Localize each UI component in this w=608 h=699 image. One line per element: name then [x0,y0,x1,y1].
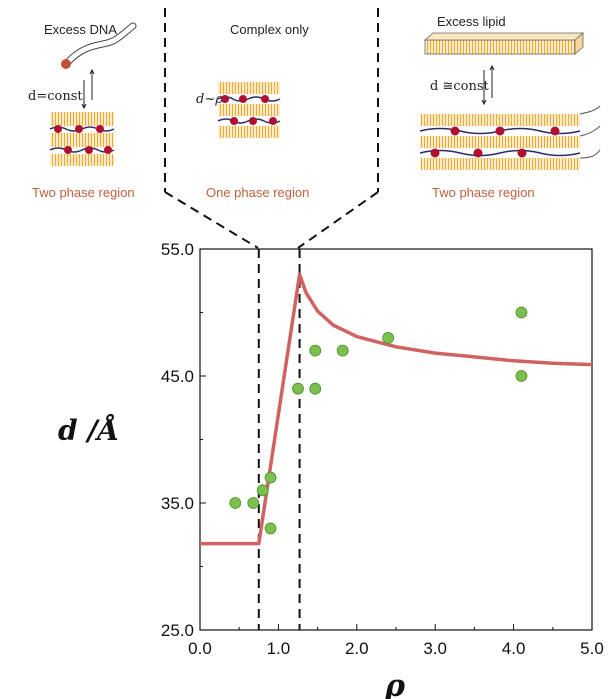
y-tick-label: 55.0 [161,240,194,259]
arrow-down-icon [81,103,87,110]
data-point [309,382,322,395]
plot-area: 0.0 1.0 2.0 3.0 4.0 5.0 25.0 35.0 45.0 55.0 d /Å… [58,240,604,699]
panel-title: Complex only [230,22,309,37]
dna-end-icon [61,59,71,69]
data-point [382,331,395,344]
panel-region: One phase region [206,185,309,200]
data-point [515,370,528,382]
arrow-down-icon [481,99,487,106]
panel-excess-dna: Excess DNA d=const Two phase region [28,22,137,200]
y-tick-label: 25.0 [161,621,194,640]
x-tick-label: 4.0 [502,639,526,658]
x-tick-label: 0.0 [188,639,212,658]
data-point [264,522,277,535]
lipid-bilayer-icon [423,32,585,55]
panel-complex-only: Complex only d~ρ One phase region [196,22,309,200]
fit-curve-line [200,272,593,546]
arrow-up-icon [89,68,95,75]
region-bracket [164,8,379,249]
y-axis-ticks: 25.0 35.0 45.0 55.0 [161,240,206,640]
lamellar-complex-icon [217,82,281,138]
data-point [229,497,242,509]
fit-curve [200,272,593,546]
x-axis-ticks: 0.0 1.0 2.0 3.0 4.0 5.0 [188,624,604,658]
data-point [309,344,322,357]
x-tick-label: 3.0 [423,639,447,658]
phase-boundaries [257,249,301,630]
panel-region: Two phase region [432,185,535,200]
y-axis-label: d /Å [58,413,119,447]
data-point [256,484,269,497]
data-point [264,471,277,484]
y-tick-label: 45.0 [161,367,194,386]
data-point [247,497,260,509]
data-point [336,344,349,357]
x-tick-label: 5.0 [580,639,604,658]
panel-title: Excess DNA [44,22,117,37]
panel-excess-lipid: Excess lipid d ≅const Two phase region [419,14,601,200]
lamellar-complex-icon [419,105,601,170]
panel-relation: d ≅const [430,79,489,94]
x-axis-label: ρ [384,669,406,699]
data-point [515,306,528,319]
panel-region: Two phase region [32,185,135,200]
y-tick-label: 35.0 [161,494,194,513]
data-points [229,306,528,535]
x-tick-label: 1.0 [267,639,291,658]
lamellar-complex-icon [49,112,115,166]
arrow-up-icon [489,64,495,71]
data-point [292,382,304,395]
x-tick-label: 2.0 [345,639,369,658]
panel-title: Excess lipid [437,14,506,29]
panel-relation: d=const [28,89,83,104]
panel-relation: d~ρ [196,92,223,107]
